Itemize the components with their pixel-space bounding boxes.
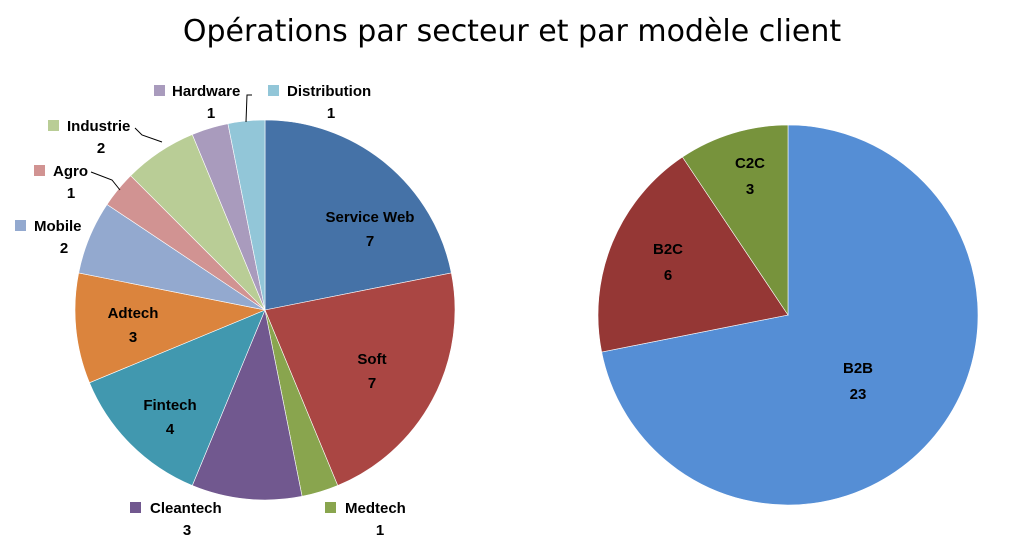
label-agro: Agro: [53, 163, 88, 180]
value-service-web: 7: [366, 233, 374, 250]
value-soft: 7: [368, 375, 376, 392]
legend-swatch-medtech: [325, 502, 336, 513]
value-b2c: 6: [664, 267, 672, 284]
label-distribution: Distribution: [287, 83, 371, 100]
label-service-web: Service Web: [326, 209, 415, 226]
label-medtech: Medtech: [345, 500, 406, 517]
value-mobile: 2: [60, 240, 68, 257]
label-c2c: C2C: [735, 155, 765, 172]
page-title: Opérations par secteur et par modèle cli…: [182, 14, 842, 49]
label-adtech: Adtech: [108, 305, 159, 322]
slice-b2c: [597, 156, 789, 353]
slice-soft: [264, 272, 456, 486]
value-agro: 1: [67, 185, 75, 202]
label-hardware: Hardware: [172, 83, 240, 100]
leader-line-agro: [90, 171, 121, 191]
slice-cleantech: [191, 308, 303, 501]
legend-swatch-cleantech: [130, 502, 141, 513]
value-industrie: 2: [97, 140, 105, 157]
label-soft: Soft: [357, 351, 386, 368]
label-cleantech: Cleantech: [150, 500, 222, 517]
pie-chart-1: Service Web 7 Soft 7 Medtech 1 Cleantech 3 Finte…: [15, 83, 456, 539]
label-fintech: Fintech: [143, 397, 196, 414]
value-medtech: 1: [376, 522, 384, 539]
slice-c2c: [682, 124, 789, 316]
legend-swatch-mobile: [15, 220, 26, 231]
value-hardware: 1: [207, 105, 215, 122]
slice-adtech: [74, 272, 267, 384]
value-c2c: 3: [746, 181, 754, 198]
value-adtech: 3: [129, 329, 137, 346]
slice-b2b: [601, 124, 979, 506]
pie-chart-2: B2B 23 B2C 6 C2C 3: [597, 124, 979, 506]
leader-line-industrie: [134, 127, 163, 143]
legend-swatch-distribution: [268, 85, 279, 96]
label-b2b: B2B: [843, 360, 873, 377]
value-fintech: 4: [166, 421, 175, 438]
legend-swatch-agro: [34, 165, 45, 176]
value-b2b: 23: [850, 386, 867, 403]
slice-fintech: [89, 309, 266, 486]
label-mobile: Mobile: [34, 218, 82, 235]
label-b2c: B2C: [653, 241, 683, 258]
slice-service-web: [264, 119, 452, 311]
legend-swatch-hardware: [154, 85, 165, 96]
label-industrie: Industrie: [67, 118, 130, 135]
legend-swatch-industrie: [48, 120, 59, 131]
leader-line-distribution: [245, 94, 252, 123]
value-distribution: 1: [327, 105, 335, 122]
value-cleantech: 3: [183, 522, 191, 539]
